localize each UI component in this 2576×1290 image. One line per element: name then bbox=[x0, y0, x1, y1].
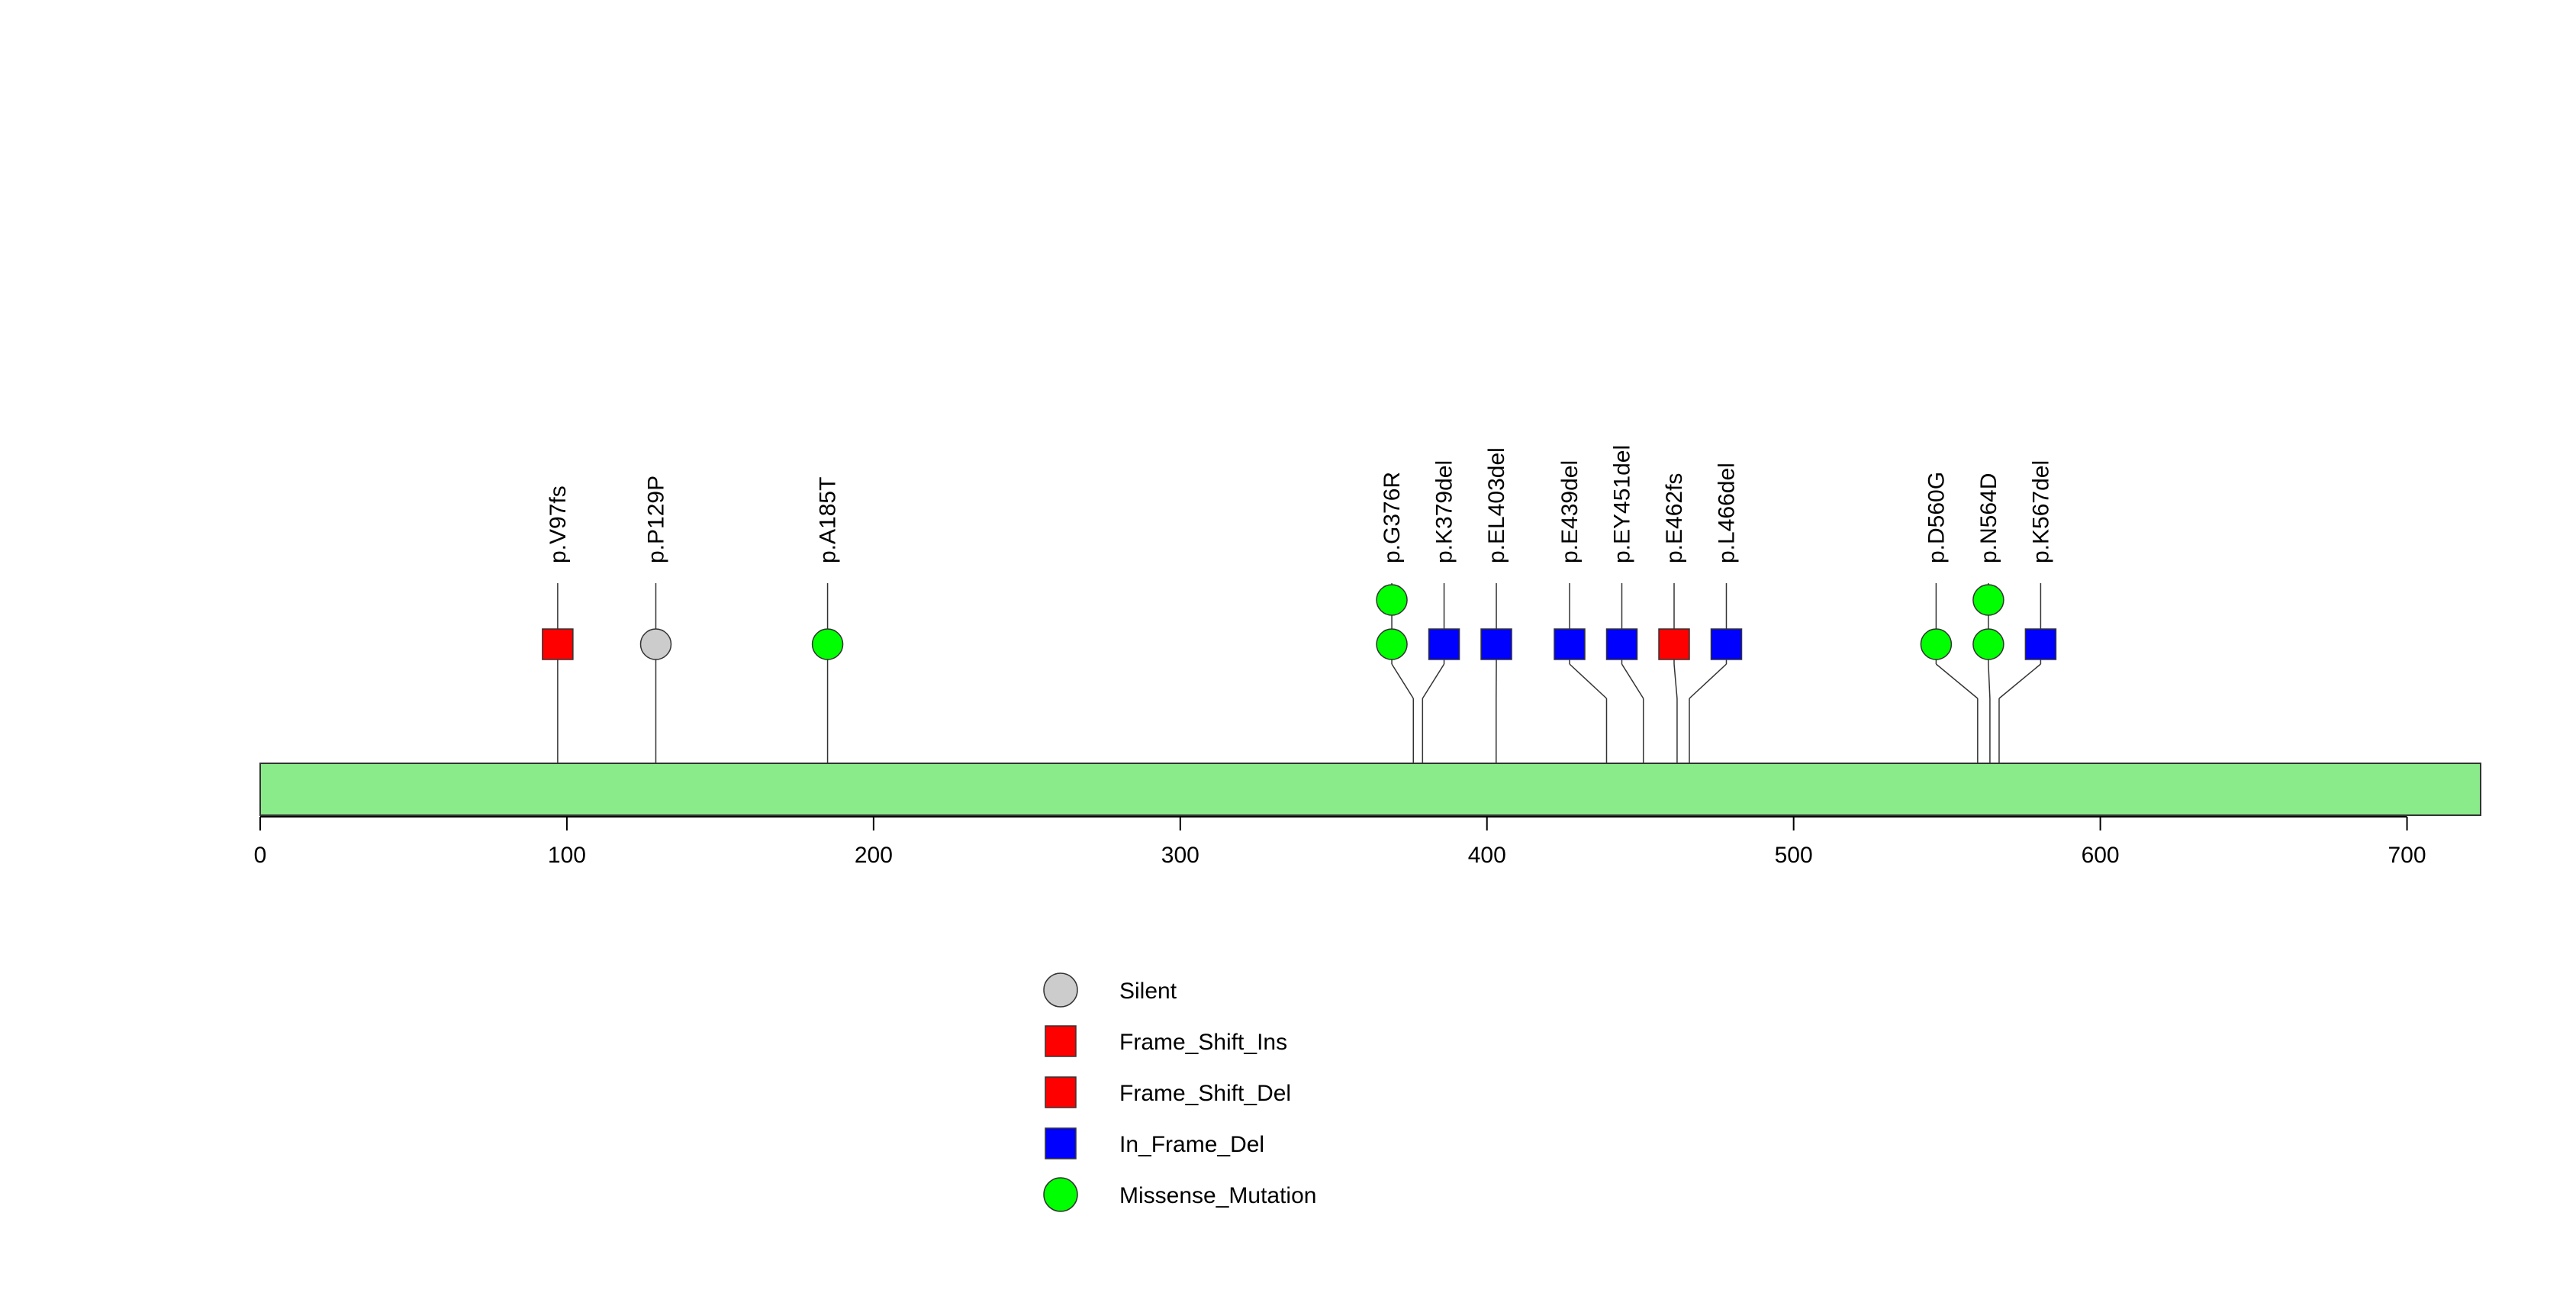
connector-elbow bbox=[1673, 663, 1678, 699]
mutation-marker-circle bbox=[1972, 584, 2004, 616]
mutation-marker-square bbox=[542, 628, 574, 660]
mutation-marker-square bbox=[2024, 628, 2057, 660]
mutation-marker-square bbox=[1428, 628, 1460, 660]
mutation-marker-square bbox=[1480, 628, 1512, 660]
legend: Silent Frame_Shift_Ins Frame_Shift_Del In_F… bbox=[1043, 972, 1316, 1212]
legend-label: Frame_Shift_Del bbox=[1119, 1081, 1291, 1106]
x-axis: 0 100 200 300 400 500 600 700 bbox=[254, 816, 2426, 868]
x-tick-label: 0 bbox=[254, 843, 267, 868]
mutation-label: p.G376R bbox=[1380, 472, 1405, 563]
legend-label: In_Frame_Del bbox=[1119, 1132, 1264, 1157]
mutation-marker-circle bbox=[1376, 628, 1408, 660]
mutation-marker-circle bbox=[811, 628, 844, 660]
mutation-marker-square bbox=[1554, 628, 1586, 660]
mutation-label: p.E462fs bbox=[1662, 473, 1687, 563]
x-tick-label: 600 bbox=[2082, 843, 2120, 868]
legend-marker-square bbox=[1045, 1076, 1077, 1108]
mutation-label: p.EL403del bbox=[1484, 447, 1509, 563]
mutation-label: p.A185T bbox=[816, 477, 841, 563]
mutation-marker-square bbox=[1658, 628, 1690, 660]
connector-elbow bbox=[1422, 663, 1445, 699]
x-tick-label: 300 bbox=[1161, 843, 1199, 868]
mutation-labels: p.V97fs p.P129P p.A185T p.G376R p.K379del p.E… bbox=[546, 445, 2054, 563]
mutation-label: p.E439del bbox=[1557, 460, 1583, 563]
mutation-label: p.N564D bbox=[1976, 473, 2001, 563]
mutation-label: p.EY451del bbox=[1610, 445, 1635, 563]
mutation-marker-circle bbox=[1920, 628, 1953, 660]
mutation-marker-circle bbox=[1376, 584, 1408, 616]
legend-marker-square bbox=[1045, 1127, 1077, 1159]
mutation-markers bbox=[542, 584, 2057, 660]
x-tick-label: 700 bbox=[2388, 843, 2426, 868]
mutation-label: p.L466del bbox=[1715, 463, 1740, 563]
mutation-marker-square bbox=[1710, 628, 1743, 660]
connector-elbow bbox=[1621, 663, 1644, 699]
mutation-label: p.P129P bbox=[643, 476, 668, 563]
connector-elbow bbox=[1998, 663, 2041, 699]
mutation-marker-square bbox=[1605, 628, 1638, 660]
mutation-label: p.V97fs bbox=[546, 485, 571, 563]
protein-bar bbox=[259, 763, 2481, 816]
mutation-marker-circle bbox=[639, 628, 672, 660]
x-tick-label: 100 bbox=[548, 843, 586, 868]
connector-elbow bbox=[1569, 663, 1607, 699]
x-tick-label: 200 bbox=[855, 843, 893, 868]
legend-label: Silent bbox=[1119, 979, 1177, 1004]
legend-marker-circle bbox=[1043, 1177, 1078, 1212]
x-tick-label: 400 bbox=[1468, 843, 1506, 868]
connector-elbow bbox=[1988, 663, 1991, 699]
connector-elbow bbox=[1689, 663, 1728, 699]
legend-label: Frame_Shift_Ins bbox=[1119, 1030, 1287, 1055]
connector-elbow bbox=[1391, 663, 1414, 699]
x-tick-label: 500 bbox=[1775, 843, 1813, 868]
legend-marker-square bbox=[1045, 1025, 1077, 1057]
mutation-label: p.D560G bbox=[1924, 472, 1949, 563]
mutation-label: p.K379del bbox=[1432, 460, 1457, 563]
mutation-marker-circle bbox=[1972, 628, 2004, 660]
connector-elbow bbox=[1935, 663, 1979, 699]
mutation-label: p.K567del bbox=[2028, 460, 2053, 563]
connector-lines bbox=[557, 583, 2042, 763]
legend-label: Missense_Mutation bbox=[1119, 1183, 1316, 1208]
legend-marker-circle bbox=[1043, 972, 1078, 1008]
